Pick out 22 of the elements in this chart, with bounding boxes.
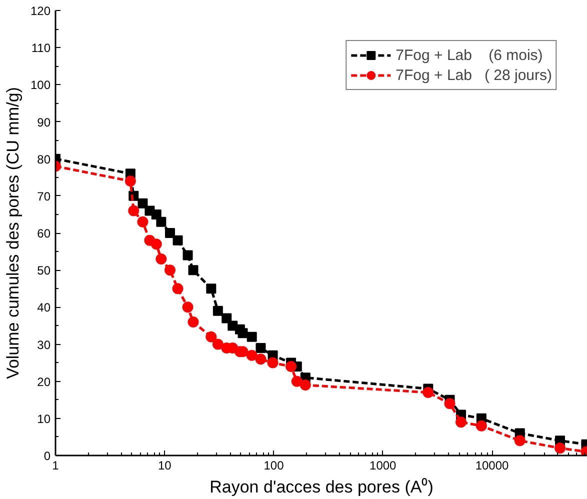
y-tick-label: 70 <box>37 189 51 204</box>
y-tick-label: 0 <box>44 449 51 463</box>
x-tick-label: 1 <box>52 458 60 472</box>
y-tick-label: 20 <box>37 374 51 389</box>
y-tick-label: 10 <box>37 412 51 426</box>
y-tick-label: 100 <box>30 78 51 92</box>
y-tick-label: 60 <box>37 226 51 240</box>
y-tick-label: 110 <box>31 41 51 56</box>
y-tick-label: 120 <box>30 4 51 18</box>
x-axis-title: Rayon d'acces des pores (A⁰) <box>210 478 434 496</box>
legend-label: 7Fog + Lab (6 mois) <box>396 46 543 64</box>
y-tick-label: 40 <box>37 300 51 315</box>
y-tick-label: 30 <box>37 338 51 352</box>
x-tick-label: 1000 <box>370 458 397 472</box>
legend-label: 7Fog + Lab ( 28 jours) <box>396 66 552 84</box>
y-tick-label: 90 <box>37 115 51 130</box>
x-tick-label: 10 <box>158 458 172 472</box>
y-axis-title: Volume cumules des pores (CU mm/g) <box>3 87 22 379</box>
x-tick-label: 100 <box>264 458 284 472</box>
x-tick-label: 10000 <box>475 458 510 472</box>
y-tick-label: 80 <box>37 152 51 166</box>
y-tick-label: 50 <box>37 264 51 278</box>
